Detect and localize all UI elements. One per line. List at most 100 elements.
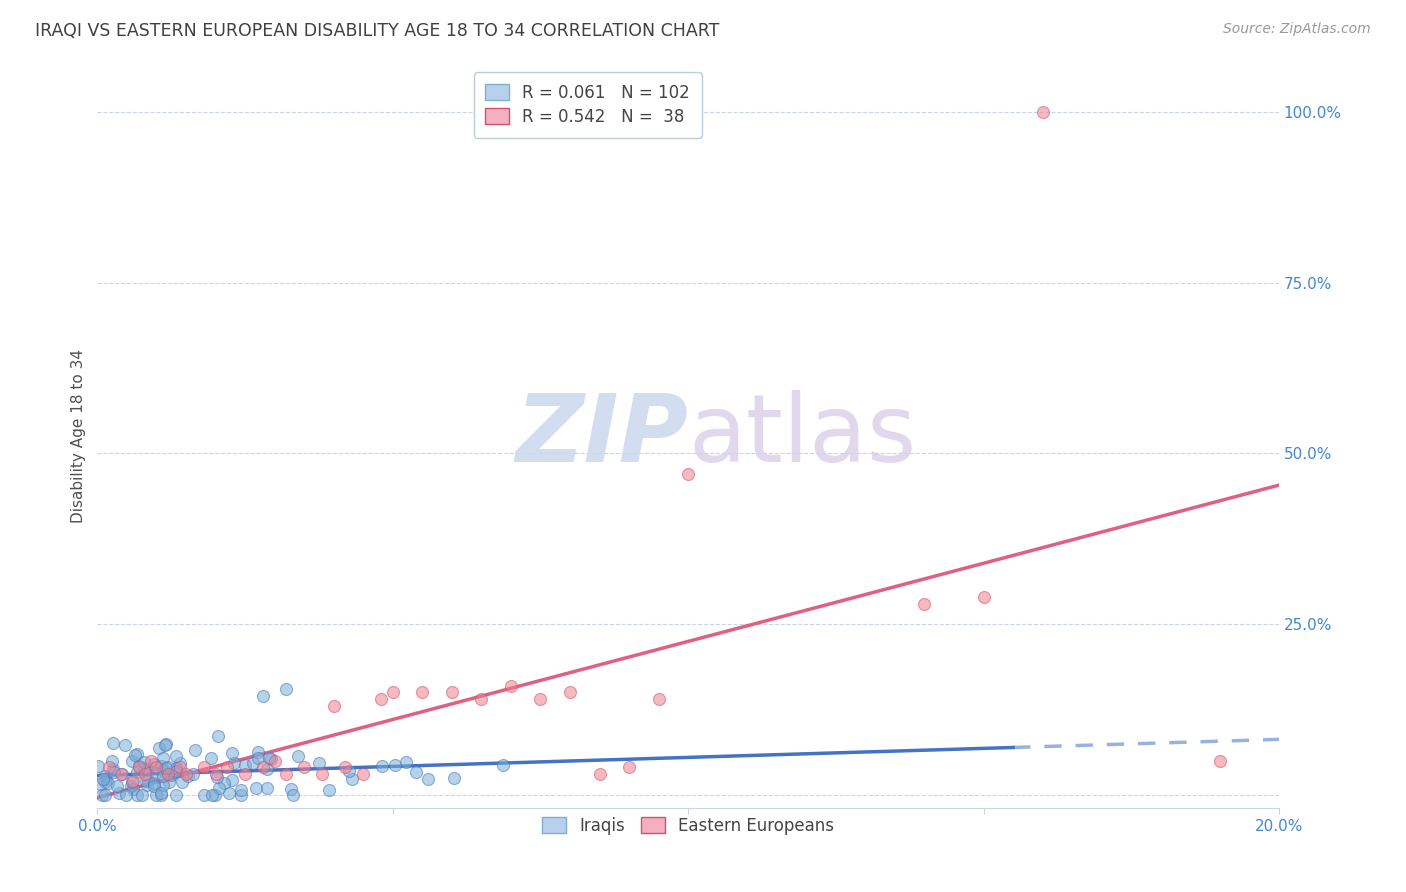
Point [276, 767, 298, 781]
Point [335, 760, 357, 774]
Point [91, 772, 114, 786]
Point [125, 747, 148, 761]
Point [169, 760, 191, 774]
Point [110, 767, 132, 781]
Point [588, 767, 610, 781]
Point [103, 765, 125, 780]
Point [121, 754, 143, 768]
Point [205, 770, 228, 784]
Point [676, 467, 699, 481]
Point [101, 762, 124, 776]
Point [914, 597, 936, 611]
Point [174, 767, 197, 781]
Point [287, 748, 309, 763]
Point [153, 764, 176, 779]
Point [411, 685, 433, 699]
Point [529, 692, 551, 706]
Point [138, 773, 160, 788]
Point [292, 760, 315, 774]
Point [114, 738, 136, 752]
Point [322, 698, 344, 713]
Point [405, 764, 427, 779]
Point [165, 764, 187, 778]
Point [157, 774, 180, 789]
Legend: Iraqis, Eastern Europeans: Iraqis, Eastern Europeans [533, 806, 844, 845]
Point [201, 788, 224, 802]
Point [217, 760, 239, 774]
Point [143, 780, 166, 794]
Point [311, 767, 333, 781]
Point [280, 781, 302, 796]
Point [134, 755, 156, 769]
Point [94, 788, 117, 802]
Point [131, 788, 153, 802]
Point [143, 776, 166, 790]
Point [125, 788, 148, 802]
Point [94, 768, 117, 782]
Point [155, 738, 177, 752]
Point [381, 685, 404, 699]
Point [135, 763, 157, 777]
Point [470, 692, 492, 706]
Point [276, 681, 298, 696]
Point [94, 772, 117, 787]
Point [443, 771, 465, 785]
Point [90, 788, 112, 802]
Point [135, 774, 157, 789]
Point [105, 779, 128, 793]
Point [169, 756, 191, 770]
Point [111, 767, 134, 781]
Point [121, 774, 143, 789]
Point [492, 758, 515, 772]
Point [384, 757, 406, 772]
Point [418, 772, 440, 786]
Point [257, 751, 280, 765]
Point [252, 760, 274, 774]
Point [97, 776, 120, 790]
Point [121, 775, 143, 789]
Point [177, 768, 200, 782]
Point [256, 781, 278, 796]
Text: atlas: atlas [688, 391, 917, 483]
Point [122, 782, 145, 797]
Point [132, 761, 155, 775]
Point [152, 778, 174, 792]
Point [233, 767, 256, 781]
Point [152, 750, 174, 764]
Point [246, 751, 269, 765]
Y-axis label: Disability Age 18 to 34: Disability Age 18 to 34 [72, 350, 86, 524]
Point [263, 754, 285, 768]
Point [337, 764, 360, 778]
Point [308, 756, 330, 770]
Point [124, 748, 146, 763]
Point [155, 761, 177, 775]
Point [283, 788, 305, 802]
Point [165, 749, 187, 764]
Point [647, 692, 669, 706]
Point [135, 778, 157, 792]
Point [342, 772, 364, 787]
Point [160, 768, 183, 782]
Point [1032, 104, 1054, 119]
Point [395, 756, 418, 770]
Text: Source: ZipAtlas.com: Source: ZipAtlas.com [1223, 22, 1371, 37]
Point [93, 775, 115, 789]
Point [101, 755, 124, 769]
Point [134, 767, 156, 781]
Text: IRAQI VS EASTERN EUROPEAN DISABILITY AGE 18 TO 34 CORRELATION CHART: IRAQI VS EASTERN EUROPEAN DISABILITY AGE… [35, 22, 720, 40]
Text: ZIP: ZIP [515, 391, 688, 483]
Point [221, 773, 243, 788]
Point [157, 760, 180, 774]
Point [617, 760, 640, 774]
Point [200, 751, 222, 765]
Point [218, 787, 240, 801]
Point [242, 756, 264, 771]
Point [89, 777, 111, 791]
Point [252, 689, 274, 703]
Point [157, 767, 180, 781]
Point [558, 685, 581, 699]
Point [139, 754, 162, 768]
Point [120, 779, 142, 793]
Point [245, 781, 267, 796]
Point [160, 767, 183, 781]
